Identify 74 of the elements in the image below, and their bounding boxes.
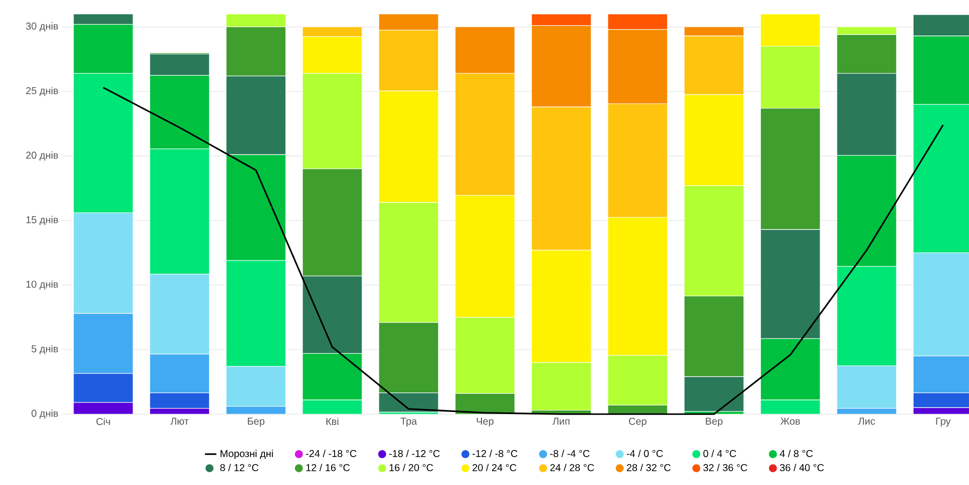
x-tick-label: Кві — [326, 418, 338, 426]
bar — [150, 54, 210, 76]
legend-label: 4 / 8 °C — [780, 450, 813, 458]
legend-label: -18 / -12 °C — [389, 450, 440, 458]
bar — [73, 24, 134, 74]
bar — [608, 29, 668, 104]
bar — [608, 14, 668, 30]
legend-label: Морозні дні — [220, 450, 273, 460]
legend-label: 16 / 20 °C — [390, 464, 434, 472]
x-tick-label: Січ — [96, 418, 110, 426]
x-tick-label: Бер — [248, 418, 264, 427]
bar — [378, 322, 439, 394]
y-tick-label: 0 днів — [32, 410, 58, 419]
bar — [302, 276, 362, 354]
bar — [836, 408, 896, 414]
y-tick-label: 25 днів — [26, 86, 58, 96]
bar — [73, 212, 134, 314]
bar — [684, 296, 744, 378]
bar — [684, 26, 744, 36]
x-tick-label: Вер — [706, 418, 722, 427]
bar — [150, 354, 210, 394]
legend-label: -4 / 0 °C — [626, 450, 663, 458]
bar — [531, 14, 592, 26]
legend-label: 0 / 4 °C — [703, 450, 736, 458]
legend-label: -24 / -18 °C — [306, 450, 356, 458]
legend-label: 32 / 36 °C — [703, 464, 748, 472]
bar — [73, 14, 134, 25]
bar — [454, 26, 516, 74]
x-tick-label: Гру — [936, 418, 951, 427]
bar — [73, 313, 134, 374]
bar — [378, 392, 439, 413]
legend-label: -12 / -8 °C — [472, 450, 518, 458]
bar — [378, 14, 439, 30]
y-tick-label: 15 днів — [26, 216, 58, 226]
x-tick-label: Жов — [780, 418, 800, 425]
x-tick-label: Чер — [476, 418, 494, 427]
y-tick-label: 20 днів — [26, 151, 58, 161]
legend-label: 36 / 40 °C — [780, 464, 824, 472]
x-tick-label: Лют — [170, 418, 189, 425]
bar — [73, 373, 134, 403]
x-tick-label: Лип — [552, 418, 570, 425]
bar — [150, 274, 210, 354]
legend-label: 24 / 28 °C — [550, 464, 594, 472]
x-tick-label: Лис — [858, 418, 875, 425]
x-tick-label: Тра — [400, 418, 417, 427]
bar — [836, 266, 897, 366]
legend-label: -8 / -4 °C — [550, 450, 590, 458]
bar — [150, 392, 210, 409]
bar — [302, 168, 362, 276]
bar — [531, 25, 592, 108]
bar — [226, 26, 286, 76]
legend-label: 20 / 24 °C — [472, 464, 516, 472]
bar — [226, 76, 286, 156]
bar — [760, 338, 820, 400]
bar — [302, 353, 362, 400]
bar — [226, 406, 286, 414]
y-tick-label: 10 днів — [26, 280, 58, 290]
legend-label: 8 / 12 °C — [220, 464, 258, 472]
bar — [226, 154, 286, 261]
bar — [226, 366, 286, 407]
bar — [226, 260, 286, 367]
bar — [760, 229, 820, 339]
bar — [836, 73, 897, 156]
bar — [684, 376, 744, 412]
bar — [836, 366, 897, 409]
legend-label: 12 / 16 °C — [306, 464, 350, 472]
bar — [760, 108, 820, 230]
y-tick-label: 5 днів — [32, 345, 58, 354]
x-tick-label: Сер — [628, 418, 646, 427]
y-tick-label: 30 днів — [26, 22, 58, 32]
bar — [150, 75, 210, 150]
bar — [836, 155, 897, 267]
bar — [836, 34, 897, 74]
legend-label: 28 / 32 °C — [626, 464, 671, 472]
